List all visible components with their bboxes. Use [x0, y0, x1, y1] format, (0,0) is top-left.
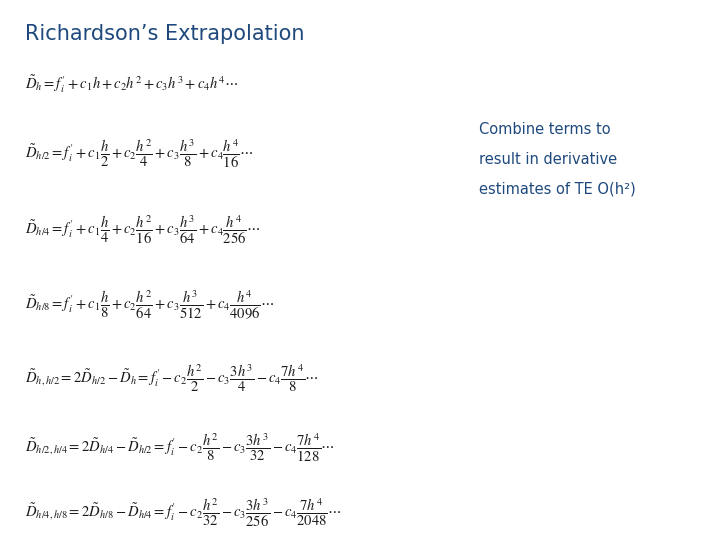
Text: $\tilde{D}_{h/4,h/8} = 2\tilde{D}_{h/8} - \tilde{D}_{h/4} = f_i^{\prime} - c_2\d: $\tilde{D}_{h/4,h/8} = 2\tilde{D}_{h/8} … [25, 497, 342, 529]
Text: estimates of TE O(h²): estimates of TE O(h²) [479, 181, 636, 197]
Text: result in derivative: result in derivative [479, 152, 617, 167]
Text: $\tilde{D}_h = f_i^{\prime} + c_1 h + c_2 h^2 + c_3 h^3 + c_4 h^4 \cdots$: $\tilde{D}_h = f_i^{\prime} + c_1 h + c_… [25, 73, 239, 94]
Text: Richardson’s Extrapolation: Richardson’s Extrapolation [25, 24, 305, 44]
Text: $\tilde{D}_{h/2} = f_i^{\prime} + c_1\dfrac{h}{2} + c_2\dfrac{h^2}{4} + c_3\dfra: $\tilde{D}_{h/2} = f_i^{\prime} + c_1\df… [25, 138, 254, 170]
Text: Combine terms to: Combine terms to [479, 122, 611, 137]
Text: $\tilde{D}_{h/8} = f_i^{\prime} + c_1\dfrac{h}{8} + c_2\dfrac{h^2}{64} + c_3\dfr: $\tilde{D}_{h/8} = f_i^{\prime} + c_1\df… [25, 289, 275, 321]
Text: $\tilde{D}_{h/4} = f_i^{\prime} + c_1\dfrac{h}{4} + c_2\dfrac{h^2}{16} + c_3\dfr: $\tilde{D}_{h/4} = f_i^{\prime} + c_1\df… [25, 213, 261, 246]
Text: $\tilde{D}_{h/2,h/4} = 2\tilde{D}_{h/4} - \tilde{D}_{h/2} = f_i^{\prime} - c_2\d: $\tilde{D}_{h/2,h/4} = 2\tilde{D}_{h/4} … [25, 432, 335, 464]
Text: $\tilde{D}_{h,h/2} = 2\tilde{D}_{h/2} - \tilde{D}_h = f_i^{\prime} - c_2\dfrac{h: $\tilde{D}_{h,h/2} = 2\tilde{D}_{h/2} - … [25, 362, 319, 394]
